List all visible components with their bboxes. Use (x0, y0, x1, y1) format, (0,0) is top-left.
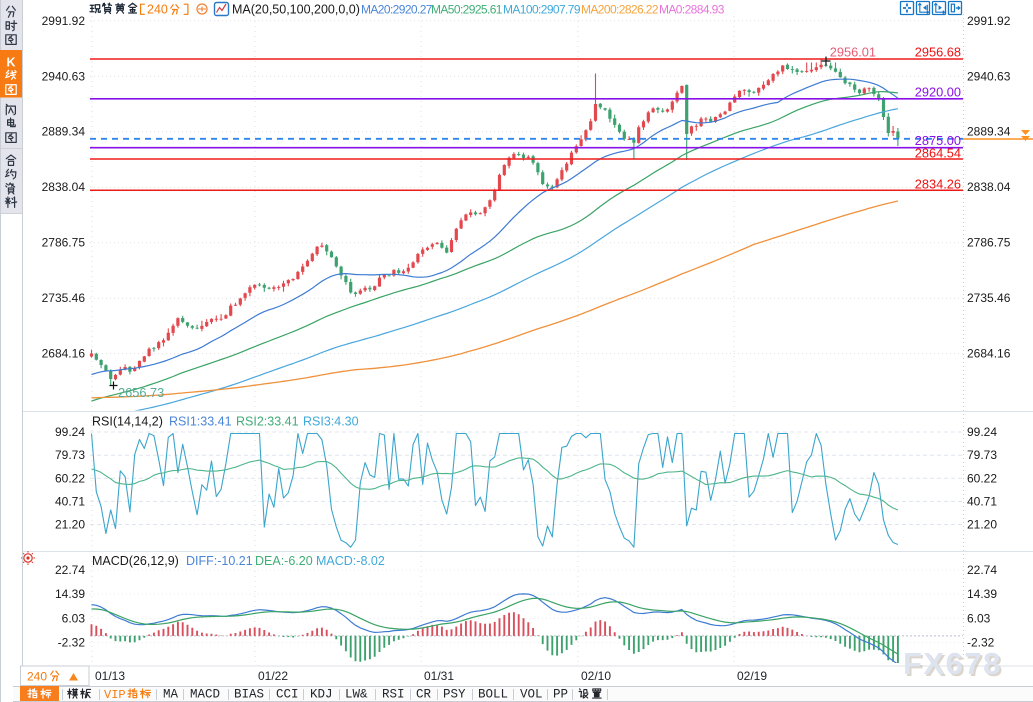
svg-text:DEA:-6.20: DEA:-6.20 (255, 554, 313, 568)
svg-text:2735.46: 2735.46 (967, 291, 1011, 305)
svg-text:40.71: 40.71 (55, 494, 85, 508)
svg-text:CCI: CCI (276, 688, 299, 702)
svg-text:2838.04: 2838.04 (967, 180, 1011, 194)
svg-text:2940.63: 2940.63 (42, 69, 86, 83)
svg-text:14.39: 14.39 (55, 587, 85, 601)
svg-text:22.74: 22.74 (55, 563, 85, 577)
svg-text:240: 240 (147, 3, 168, 17)
svg-text:MA20:2920.27: MA20:2920.27 (361, 3, 433, 17)
svg-text:BIAS: BIAS (234, 688, 264, 702)
svg-text:99.24: 99.24 (967, 425, 997, 439)
svg-text:VOL: VOL (520, 688, 543, 702)
svg-text:01/13: 01/13 (95, 669, 125, 683)
svg-text:MACD: MACD (190, 688, 220, 702)
svg-text:MA(20,50,100,200,0,0): MA(20,50,100,200,0,0) (232, 3, 360, 17)
svg-text:LW&: LW& (345, 688, 368, 702)
svg-text:2786.75: 2786.75 (42, 236, 86, 250)
svg-text:2956.01: 2956.01 (830, 45, 876, 60)
svg-text:CR: CR (416, 688, 432, 702)
svg-text:2889.34: 2889.34 (42, 125, 86, 139)
svg-text:MA: MA (163, 688, 179, 702)
svg-text:RSI(14,14,2): RSI(14,14,2) (92, 415, 163, 429)
svg-text:2834.26: 2834.26 (915, 177, 961, 192)
svg-text:01/22: 01/22 (258, 669, 288, 683)
svg-text:2875.00: 2875.00 (915, 133, 961, 148)
svg-text:VIP: VIP (104, 688, 126, 702)
svg-text:2920.00: 2920.00 (915, 84, 961, 99)
svg-text:-2.32: -2.32 (967, 636, 995, 650)
svg-text:2940.63: 2940.63 (967, 69, 1011, 83)
svg-text:02/10: 02/10 (581, 669, 611, 683)
svg-text:BOLL: BOLL (478, 688, 508, 702)
svg-text:60.22: 60.22 (967, 471, 997, 485)
svg-text:RSI2:33.41: RSI2:33.41 (236, 415, 299, 429)
svg-text:40.71: 40.71 (967, 494, 997, 508)
svg-text:99.24: 99.24 (55, 425, 85, 439)
svg-text:2991.92: 2991.92 (967, 14, 1011, 28)
svg-text:01/31: 01/31 (424, 669, 454, 683)
svg-text:2656.73: 2656.73 (118, 385, 164, 400)
svg-text:240: 240 (27, 670, 47, 684)
svg-text:KDJ: KDJ (310, 688, 333, 702)
svg-text:79.73: 79.73 (55, 448, 85, 462)
svg-text:MA50:2925.61: MA50:2925.61 (431, 3, 503, 17)
svg-text:DIFF:-10.21: DIFF:-10.21 (186, 554, 253, 568)
svg-text:MACD:-8.02: MACD:-8.02 (316, 554, 385, 568)
svg-text:21.20: 21.20 (967, 518, 997, 532)
svg-text:60.22: 60.22 (55, 471, 85, 485)
svg-text:RSI3:4.30: RSI3:4.30 (303, 415, 359, 429)
svg-text:2786.75: 2786.75 (967, 236, 1011, 250)
svg-text:-2.32: -2.32 (58, 636, 86, 650)
svg-text:RSI1:33.41: RSI1:33.41 (169, 415, 232, 429)
svg-text:22.74: 22.74 (967, 563, 997, 577)
svg-text:FX678: FX678 (905, 648, 1004, 683)
svg-text:MACD(26,12,9): MACD(26,12,9) (92, 554, 179, 568)
svg-text:79.73: 79.73 (967, 448, 997, 462)
svg-text:2864.54: 2864.54 (915, 146, 961, 161)
svg-text:2991.92: 2991.92 (42, 14, 86, 28)
svg-text:MA200:2826.22: MA200:2826.22 (581, 3, 659, 17)
svg-text:2684.16: 2684.16 (967, 347, 1011, 361)
svg-text:2838.04: 2838.04 (42, 180, 86, 194)
svg-text:RSI: RSI (382, 688, 405, 702)
svg-text:21.20: 21.20 (55, 518, 85, 532)
svg-text:14.39: 14.39 (967, 587, 997, 601)
svg-text:FX678: FX678 (903, 646, 1002, 681)
svg-text:2735.46: 2735.46 (42, 291, 86, 305)
svg-text:MA0:2884.93: MA0:2884.93 (659, 3, 725, 17)
svg-text:K: K (6, 56, 15, 70)
svg-text:6.03: 6.03 (62, 611, 86, 625)
svg-text:02/19: 02/19 (737, 669, 767, 683)
svg-text:6.03: 6.03 (967, 611, 991, 625)
svg-text:2889.34: 2889.34 (967, 125, 1011, 139)
svg-text:2956.68: 2956.68 (915, 45, 961, 60)
svg-text:PSY: PSY (443, 688, 466, 702)
svg-text:PP: PP (553, 688, 568, 702)
svg-text:MA100:2907.79: MA100:2907.79 (503, 3, 581, 17)
svg-text:2684.16: 2684.16 (42, 347, 86, 361)
